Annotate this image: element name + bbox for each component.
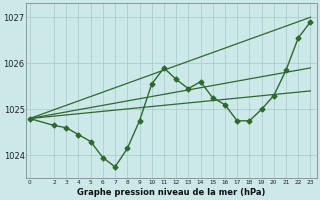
X-axis label: Graphe pression niveau de la mer (hPa): Graphe pression niveau de la mer (hPa) [77, 188, 266, 197]
